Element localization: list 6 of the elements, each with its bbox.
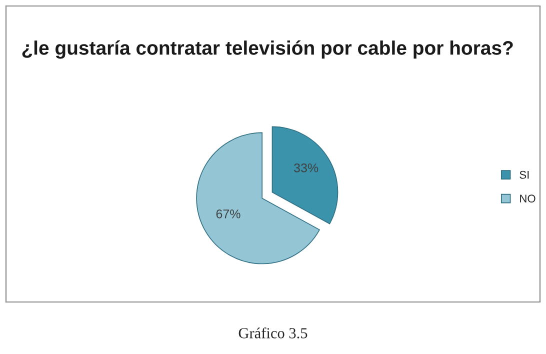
legend-label: SI	[520, 170, 529, 179]
data-label: 33%	[294, 163, 318, 172]
data-label: 67%	[216, 209, 240, 218]
chart-title: ¿le gustaría contratar televisión por cable por horas?	[22, 40, 513, 59]
text: Gráfico 3.5	[238, 327, 308, 338]
legend-label: NO	[520, 194, 536, 203]
